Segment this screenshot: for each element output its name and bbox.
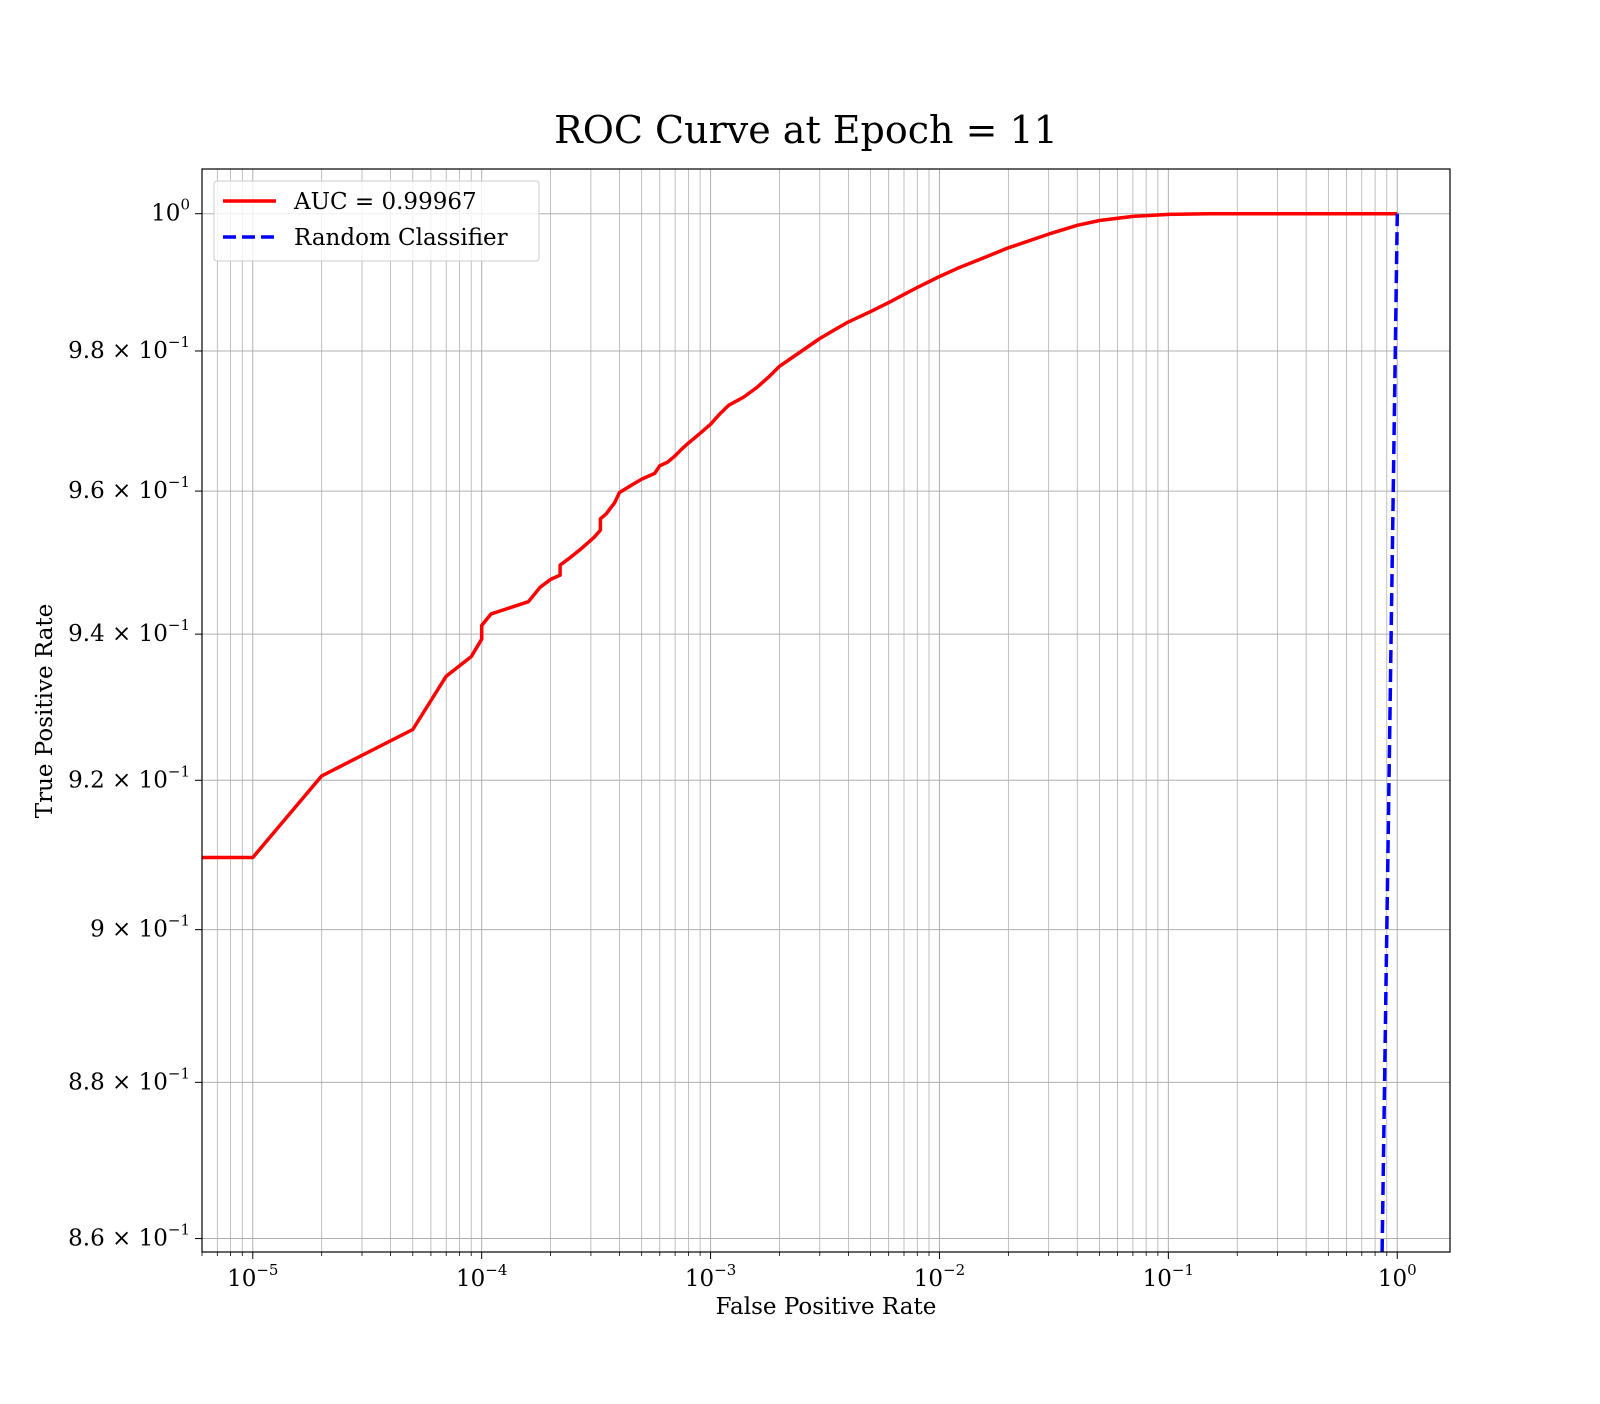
y-axis-ticks: 100 9.8 × 10−1 9.6 × 10−1 9.4 × 10−1 9.2 × 1…: [68, 196, 202, 1252]
x-tick-label: 10−3: [685, 1261, 736, 1292]
grid-lines: [201, 169, 1450, 1252]
y-tick-label: 9.2 × 10−1: [68, 762, 190, 793]
x-axis-label: False Positive Rate: [716, 1294, 937, 1320]
x-axis-ticks: 10−5 10−4 10−3 10−2 10−1 100: [201, 1252, 1417, 1292]
legend-label-random: Random Classifier: [294, 225, 508, 251]
roc-curve-line: [202, 211, 1398, 860]
x-tick-label: 100: [1378, 1261, 1417, 1292]
y-tick-label: 9.4 × 10−1: [68, 616, 190, 647]
legend-box: [213, 180, 540, 262]
legend-label-auc: AUC = 0.99967: [293, 189, 477, 215]
y-tick-label: 8.6 × 10−1: [68, 1221, 190, 1252]
x-tick-label: 10−5: [227, 1261, 278, 1292]
chart-title: ROC Curve at Epoch = 11: [554, 108, 1058, 152]
y-tick-label: 9.6 × 10−1: [68, 473, 190, 504]
x-tick-label: 10−2: [914, 1261, 965, 1292]
y-tick-label: 9.8 × 10−1: [68, 333, 190, 364]
y-tick-label: 8.8 × 10−1: [68, 1064, 190, 1095]
random-classifier-line: [1380, 213, 1400, 1252]
y-tick-label: 100: [151, 196, 190, 227]
plot-series: [202, 211, 1400, 1252]
y-axis-label: True Positive Rate: [32, 604, 58, 819]
legend: AUC = 0.99967 Random Classifier: [213, 180, 540, 262]
plot-frame: [201, 168, 1451, 1253]
x-tick-label: 10−4: [456, 1261, 507, 1292]
x-tick-label: 10−1: [1143, 1261, 1194, 1292]
y-tick-label: 9 × 10−1: [90, 912, 190, 943]
